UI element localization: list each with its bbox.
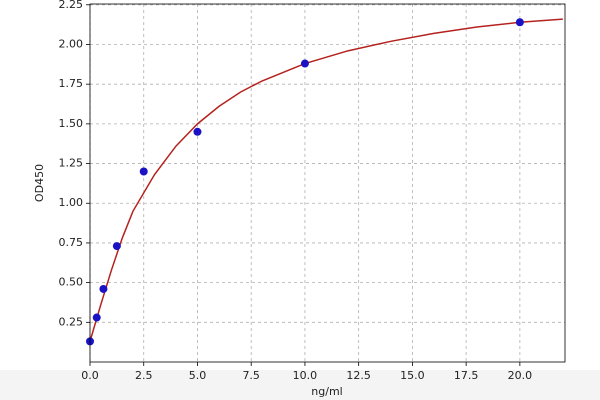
data-point [515, 18, 524, 27]
x-tick-label: 12.5 [346, 369, 371, 382]
x-tick-label: 7.5 [242, 369, 260, 382]
y-tick-label: 1.50 [59, 117, 84, 130]
data-point [300, 59, 309, 68]
y-tick-label: 2.00 [59, 37, 84, 50]
background-strip [0, 370, 600, 400]
x-axis-label: ng/ml [311, 385, 342, 398]
data-point [112, 242, 121, 251]
data-point [139, 167, 148, 176]
x-tick-label: 2.5 [135, 369, 153, 382]
y-tick-label: 1.75 [59, 77, 84, 90]
fit-curve [89, 18, 563, 342]
data-point [193, 127, 202, 136]
y-tick-label: 1.25 [59, 157, 84, 170]
y-axis-label: OD450 [33, 164, 46, 202]
plot-frame [89, 3, 566, 363]
x-tick-label: 17.5 [454, 369, 479, 382]
x-tick-label: 15.0 [400, 369, 425, 382]
data-point [99, 284, 108, 293]
y-tick-label: 0.50 [59, 276, 84, 289]
x-tick-label: 20.0 [508, 369, 533, 382]
y-tick-label: 0.75 [59, 236, 84, 249]
y-tick-label: 0.25 [59, 315, 84, 328]
y-tick-label: 1.00 [59, 196, 84, 209]
x-tick-label: 10.0 [293, 369, 318, 382]
x-tick-label: 5.0 [189, 369, 207, 382]
x-tick-label: 0.0 [81, 369, 99, 382]
data-point [92, 313, 101, 322]
y-tick-label: 2.25 [59, 0, 84, 11]
